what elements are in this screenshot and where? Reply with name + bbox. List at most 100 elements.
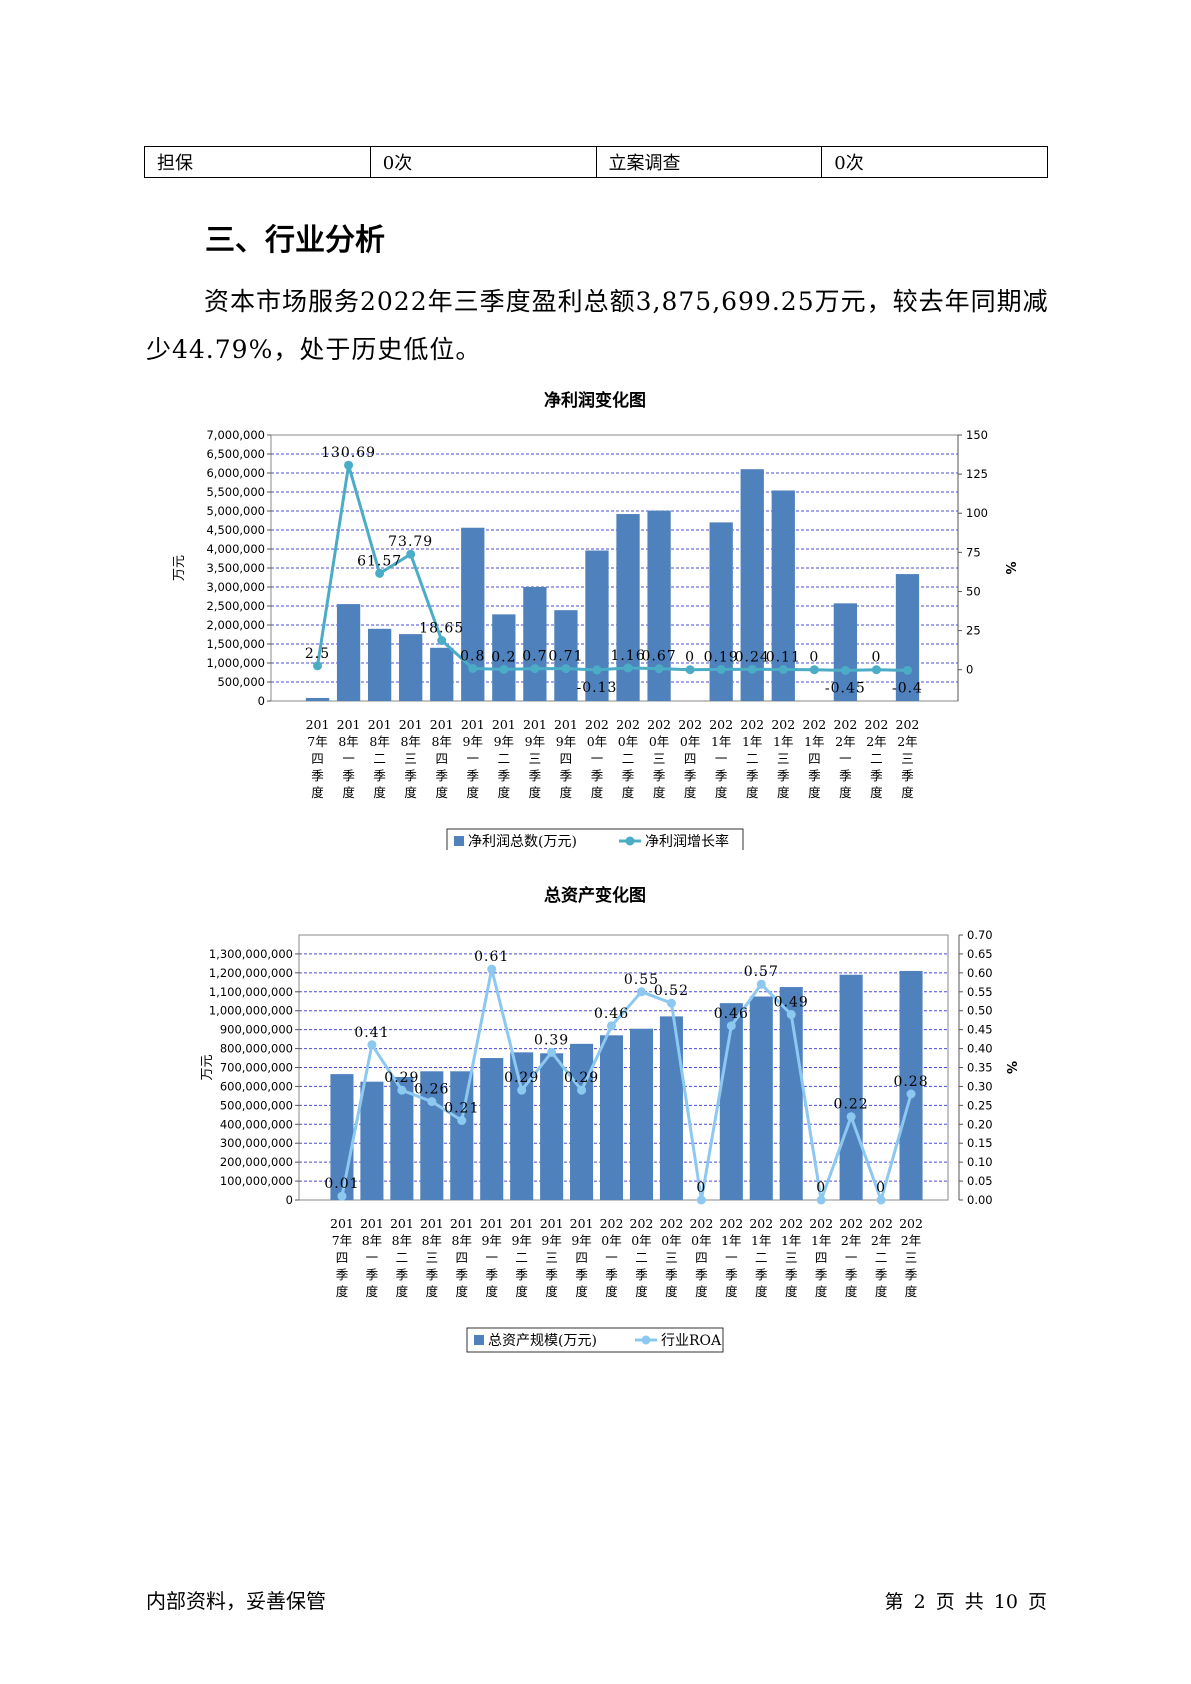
y2-tick-label: 0: [966, 663, 973, 677]
y-tick-label: 1,100,000,000: [209, 985, 293, 999]
y-tick-label: 0: [286, 1193, 293, 1207]
x-tick-label-line: 9年: [556, 734, 576, 749]
legend-box: [466, 1327, 724, 1353]
x-tick-label-line: 0年: [661, 1233, 681, 1248]
bar: [899, 970, 923, 1200]
y2-tick-label: 150: [966, 428, 988, 442]
line-point: [716, 664, 726, 674]
y-tick-label: 6,000,000: [206, 466, 265, 480]
bar: [659, 1016, 683, 1200]
x-tick-label-line: 度: [684, 785, 697, 800]
bar: [585, 550, 609, 701]
x-tick-label-line: 度: [456, 1284, 469, 1299]
data-label: 0.22: [834, 1097, 869, 1113]
line-point: [623, 663, 633, 673]
x-tick-label-line: 度: [485, 1284, 498, 1299]
x-tick-label-line: 9年: [463, 734, 483, 749]
x-tick-label-line: 度: [777, 785, 790, 800]
line-point: [607, 1021, 617, 1031]
x-tick-label-line: 202: [896, 717, 920, 732]
x-tick-label-line: 三: [426, 1250, 439, 1265]
data-label: 0.8: [460, 648, 485, 664]
y-tick-label: 5,000,000: [206, 504, 265, 518]
data-label: 0.49: [774, 995, 809, 1011]
y2-tick-label: 0.15: [967, 1136, 993, 1150]
x-tick-label-line: 季: [839, 768, 852, 783]
x-tick-label-line: 201: [337, 717, 361, 732]
x-tick-label-line: 四: [575, 1250, 588, 1265]
line-point: [437, 636, 447, 646]
x-tick-label-line: 三: [529, 751, 542, 766]
x-tick-label-line: 一: [725, 1250, 738, 1265]
x-tick-label-line: 202: [600, 1216, 624, 1231]
x-tick-label-line: 0年: [587, 734, 607, 749]
x-tick-label-line: 1年: [781, 1233, 801, 1248]
x-tick-label-line: 三: [545, 1250, 558, 1265]
x-tick-label-line: 0年: [618, 734, 638, 749]
bar: [360, 1081, 384, 1200]
x-tick-label-line: 季: [715, 768, 728, 783]
line-point: [487, 964, 497, 974]
x-tick-label-line: 度: [695, 1284, 708, 1299]
y-tick-label: 3,000,000: [206, 580, 265, 594]
legend-box: [446, 828, 744, 850]
y-axis-title: 万元: [200, 1054, 215, 1080]
x-tick-label-line: 一: [366, 1250, 379, 1265]
x-tick-label-line: 度: [845, 1284, 858, 1299]
x-tick-label-line: 8年: [338, 734, 358, 749]
y-tick-label: 300,000,000: [220, 1136, 293, 1150]
y2-tick-label: 0.70: [967, 928, 993, 942]
y2-tick-label: 0.30: [967, 1079, 993, 1093]
x-tick-label-line: 1年: [751, 1233, 771, 1248]
x-tick-label-line: 三: [404, 751, 417, 766]
line-point: [337, 1191, 347, 1201]
line-point: [840, 665, 850, 675]
line-point: [406, 549, 416, 559]
line-point: [902, 665, 912, 675]
x-tick-label-line: 三: [777, 751, 790, 766]
bar: [450, 1071, 474, 1200]
y-tick-label: 1,300,000,000: [209, 947, 293, 961]
line-point: [499, 664, 509, 674]
x-tick-label-line: 季: [575, 1267, 588, 1282]
x-tick-label-line: 度: [404, 785, 417, 800]
x-tick-label-line: 一: [591, 751, 604, 766]
data-label: 0: [685, 650, 695, 666]
table-cell: 立案调查: [595, 146, 823, 178]
x-tick-label-line: 1年: [804, 734, 824, 749]
line-point: [876, 1195, 886, 1205]
line-point: [344, 460, 354, 470]
x-tick-label-line: 二: [515, 1250, 528, 1265]
y-tick-label: 3,500,000: [206, 561, 265, 575]
x-tick-label-line: 0年: [649, 734, 669, 749]
y-tick-label: 0: [258, 694, 265, 708]
x-tick-label-line: 201: [360, 1216, 384, 1231]
x-tick-label-line: 202: [839, 1216, 863, 1231]
x-tick-label-line: 9年: [525, 734, 545, 749]
x-tick-label-line: 8年: [362, 1233, 382, 1248]
x-tick-label-line: 度: [901, 785, 914, 800]
y2-tick-label: 0.25: [967, 1098, 993, 1112]
x-tick-label-line: 201: [306, 717, 330, 732]
x-tick-label-line: 度: [396, 1284, 409, 1299]
x-tick-label-line: 201: [540, 1216, 564, 1231]
legend-label: 净利润增长率: [645, 833, 729, 850]
footer-confidential-note: 内部资料，妥善保管: [146, 1589, 326, 1613]
x-tick-label-line: 度: [336, 1284, 349, 1299]
bar: [749, 996, 773, 1200]
x-tick-label-line: 四: [808, 751, 821, 766]
data-label: 0.52: [654, 983, 689, 999]
y2-tick-label: 125: [966, 467, 988, 481]
x-tick-label-line: 度: [746, 785, 759, 800]
data-label: 1.16: [610, 648, 645, 664]
x-tick-label-line: 季: [665, 1267, 678, 1282]
y-tick-label: 500,000,000: [220, 1098, 293, 1112]
y2-tick-label: 0.55: [967, 985, 993, 999]
bar: [839, 974, 863, 1200]
